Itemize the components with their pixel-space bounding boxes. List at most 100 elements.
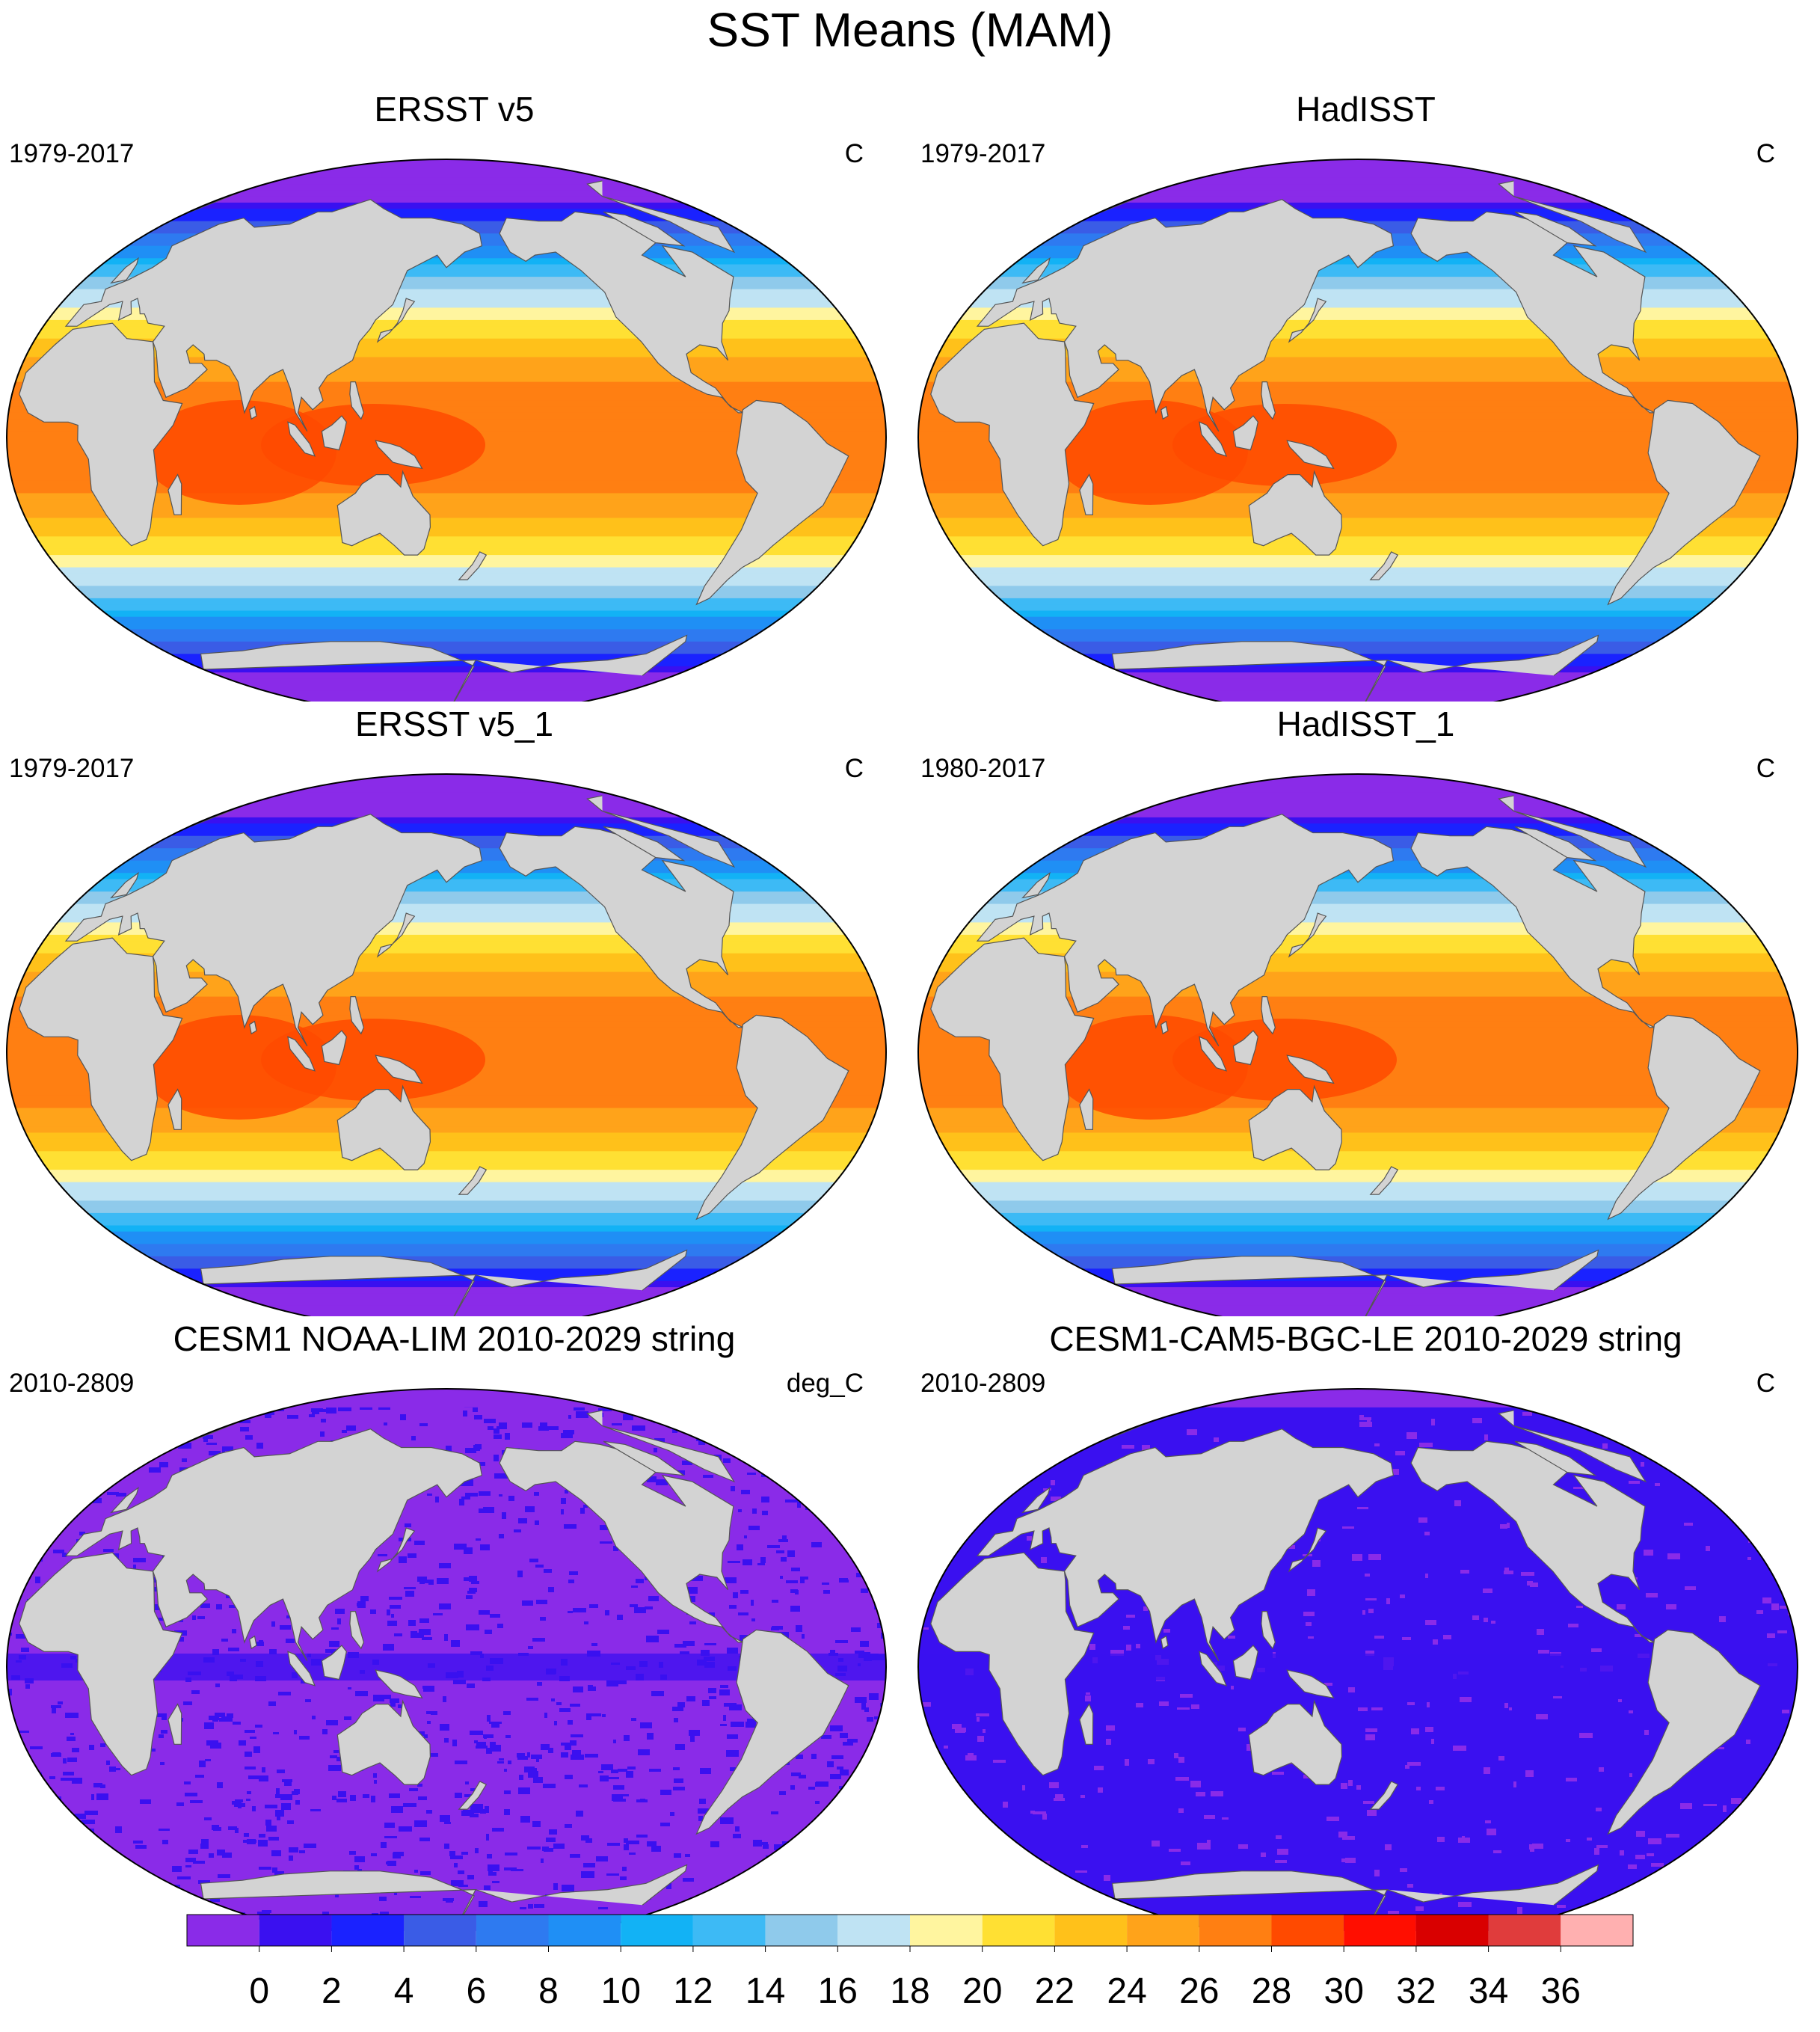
sst-band	[918, 616, 1798, 624]
sst-band	[7, 480, 886, 488]
sst-band	[918, 1182, 1798, 1189]
sst-band	[918, 1312, 1798, 1316]
baffin-land	[1514, 826, 1597, 862]
sst-band	[918, 641, 1798, 648]
sst-band	[7, 1293, 886, 1301]
sst-band	[7, 1089, 886, 1096]
africa-land	[19, 1552, 183, 1776]
sst-band	[918, 990, 1798, 998]
sumatra-land	[1199, 1036, 1228, 1072]
new-zealand-land	[458, 1781, 488, 1810]
colorbar-tick-label: 12	[673, 1971, 713, 2011]
sst-band	[918, 400, 1798, 408]
sst-band	[918, 598, 1798, 605]
japan-land	[1288, 912, 1327, 958]
new-guinea-land	[1286, 1669, 1335, 1699]
sst-band	[918, 909, 1798, 917]
sst-band	[7, 493, 886, 500]
sst-band	[918, 610, 1798, 618]
sst-band	[7, 375, 886, 383]
sst-band	[7, 1244, 886, 1251]
sumatra-land	[287, 421, 316, 457]
sst-band	[918, 1293, 1798, 1301]
sst-band	[7, 561, 886, 568]
australia-land	[1248, 470, 1343, 556]
sst-band	[7, 648, 886, 655]
baffin-land	[1514, 211, 1597, 247]
madagascar-land	[1079, 473, 1094, 515]
south-america-land	[1607, 1629, 1761, 1835]
africa-land	[930, 1552, 1095, 1776]
sst-band	[7, 1231, 886, 1238]
sst-band	[918, 332, 1798, 340]
land-layer	[930, 1410, 1761, 1931]
sst-band	[7, 512, 886, 519]
sst-band	[918, 1002, 1798, 1010]
sst-band	[7, 972, 886, 979]
panel-units-label: C	[1756, 754, 1775, 783]
sst-band	[918, 799, 1798, 806]
eurasia-land	[976, 814, 1395, 1047]
south-america-land	[695, 1629, 849, 1835]
page-title: SST Means (MAM)	[707, 3, 1113, 57]
north-america-land	[499, 1440, 744, 1643]
sst-band	[918, 548, 1798, 556]
sst-band	[918, 1138, 1798, 1146]
sst-band	[7, 1138, 886, 1146]
panel-units-label: deg_C	[786, 1369, 864, 1398]
sst-band	[7, 548, 886, 556]
sst-band	[918, 487, 1798, 494]
japan-land	[376, 1527, 416, 1573]
sst-band	[7, 338, 886, 346]
sst-band	[7, 1151, 886, 1158]
sst-band	[918, 177, 1798, 185]
antarctica-land	[1111, 634, 1599, 702]
sst-band	[7, 1305, 886, 1313]
sst-band	[7, 307, 886, 315]
borneo-land	[1232, 1030, 1258, 1066]
sst-band	[7, 1132, 886, 1140]
sst-band	[918, 1108, 1798, 1115]
sst-band	[7, 1015, 886, 1022]
sst-band	[7, 684, 886, 692]
sst-band	[7, 289, 886, 296]
sst-band	[7, 277, 886, 284]
sst-band	[918, 684, 1798, 692]
sst-band	[918, 295, 1798, 302]
sst-band	[918, 1120, 1798, 1127]
antarctica-land	[200, 1864, 688, 1931]
sst-band	[7, 518, 886, 525]
sst-band	[7, 1108, 886, 1115]
sst-band	[7, 805, 886, 812]
sst-band	[7, 400, 886, 408]
sst-band	[7, 1225, 886, 1233]
sst-band	[7, 811, 886, 818]
sst-band	[7, 301, 886, 309]
sst-band	[7, 1219, 886, 1227]
uk-land	[110, 257, 139, 284]
sst-band	[918, 891, 1798, 899]
sst-band	[7, 635, 886, 642]
borneo-land	[321, 1030, 347, 1066]
sst-band	[7, 977, 886, 985]
new-zealand-land	[1369, 1166, 1399, 1195]
australia-land	[336, 470, 431, 556]
sst-band	[918, 635, 1798, 642]
sst-band	[7, 909, 886, 917]
sst-band	[7, 697, 886, 702]
sst-band	[7, 313, 886, 321]
philippines-land	[1261, 381, 1276, 420]
sri-lanka-land	[1160, 1020, 1169, 1035]
sst-band	[7, 817, 886, 824]
sst-band	[918, 897, 1798, 905]
sst-band	[918, 1145, 1798, 1152]
sst-band	[918, 381, 1798, 389]
sst-band	[7, 1002, 886, 1010]
sst-band	[918, 474, 1798, 482]
sst-band	[918, 1194, 1798, 1202]
sst-band	[7, 966, 886, 973]
sst-band	[7, 332, 886, 340]
world-map	[917, 1388, 1798, 1931]
antarctica-land	[200, 1249, 688, 1316]
sst-band	[7, 641, 886, 648]
